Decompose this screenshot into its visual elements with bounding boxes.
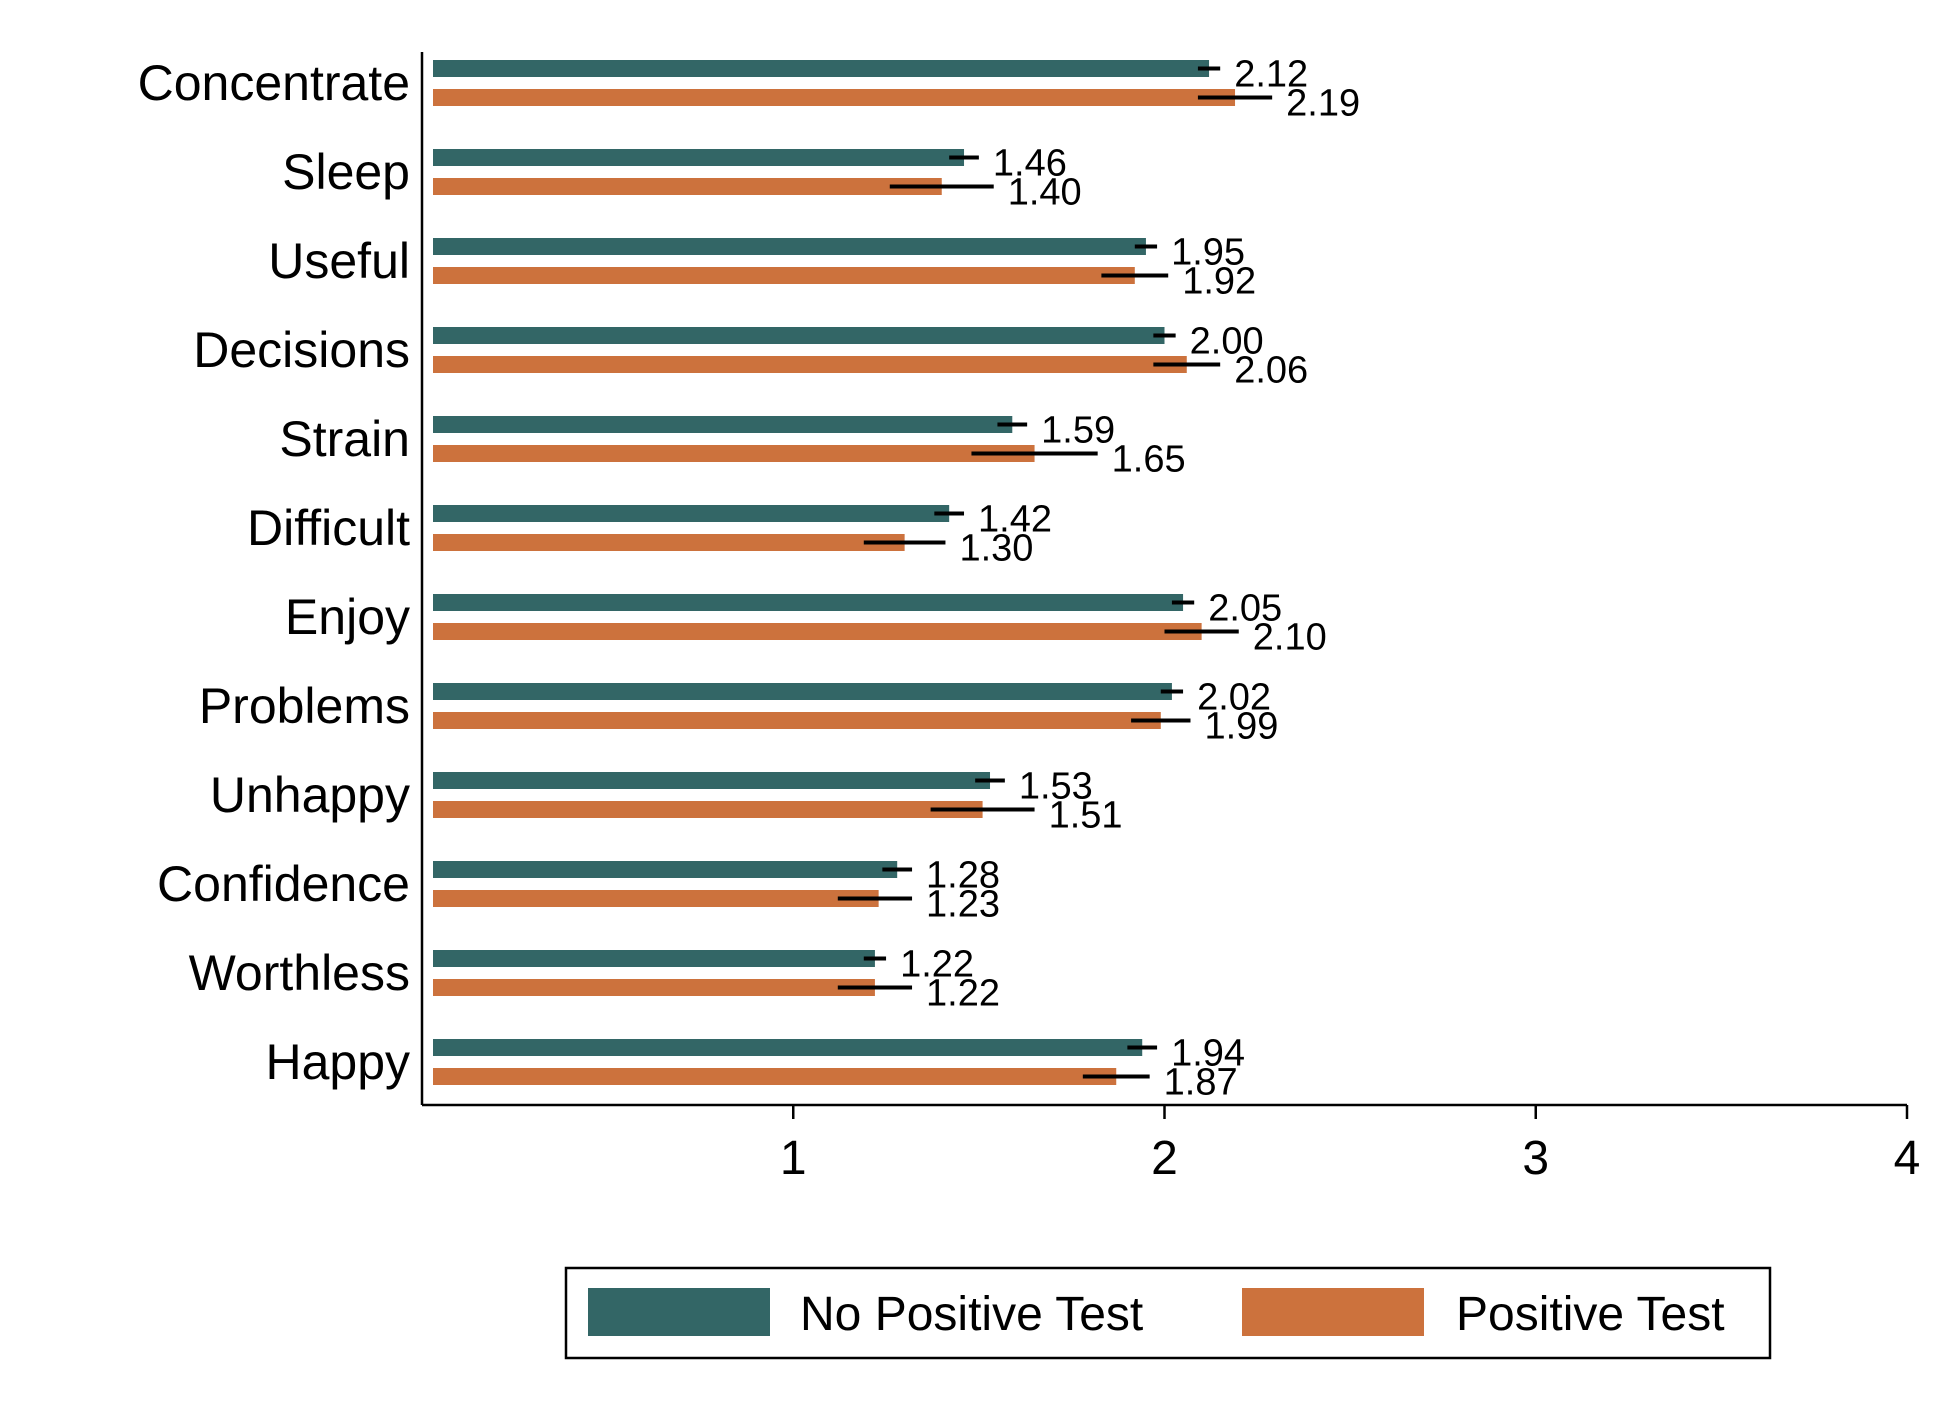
bar-concentrate-no-positive-test bbox=[433, 60, 1210, 77]
bar-unhappy-positive-test bbox=[433, 801, 983, 818]
bars-layer: 2.122.19 1.461.40 1.951.92 2.002.06 1.591.65… bbox=[433, 54, 1360, 1104]
legend-swatch-no-positive-test bbox=[588, 1288, 770, 1336]
bar-useful-positive-test bbox=[433, 267, 1135, 284]
category-label-unhappy: Unhappy bbox=[210, 767, 410, 823]
legend-label-positive-test: Positive Test bbox=[1456, 1288, 1725, 1341]
value-label-enjoy-positive-test: 2.10 bbox=[1253, 617, 1327, 659]
value-label-concentrate-no-positive-test: 2.12 bbox=[1234, 54, 1308, 96]
value-label-happy-no-positive-test: 1.94 bbox=[1171, 1033, 1245, 1075]
axes-layer: Concentrate Sleep Useful Decisions Strain Dif… bbox=[138, 52, 1921, 1185]
category-label-confidence: Confidence bbox=[157, 856, 410, 912]
category-label-sleep: Sleep bbox=[282, 144, 410, 200]
category-label-worthless: Worthless bbox=[189, 945, 410, 1001]
value-label-confidence-no-positive-test: 1.28 bbox=[926, 855, 1000, 897]
value-label-strain-positive-test: 1.65 bbox=[1112, 439, 1186, 481]
category-label-difficult: Difficult bbox=[247, 500, 410, 556]
bar-sleep-no-positive-test bbox=[433, 149, 965, 166]
bar-enjoy-no-positive-test bbox=[433, 594, 1184, 611]
bar-useful-no-positive-test bbox=[433, 238, 1146, 255]
value-label-decisions-positive-test: 2.06 bbox=[1234, 350, 1308, 392]
bar-worthless-no-positive-test bbox=[433, 950, 875, 967]
category-label-useful: Useful bbox=[268, 233, 410, 289]
value-label-worthless-positive-test: 1.22 bbox=[926, 973, 1000, 1015]
value-label-worthless-no-positive-test: 1.22 bbox=[900, 944, 974, 986]
bar-sleep-positive-test bbox=[433, 178, 942, 195]
category-label-happy: Happy bbox=[265, 1034, 410, 1090]
value-label-problems-no-positive-test: 2.02 bbox=[1197, 677, 1271, 719]
value-label-difficult-positive-test: 1.30 bbox=[959, 528, 1033, 570]
x-tick-label-4: 4 bbox=[1894, 1132, 1921, 1185]
bar-confidence-no-positive-test bbox=[433, 861, 898, 878]
bar-concentrate-positive-test bbox=[433, 89, 1236, 106]
category-label-enjoy: Enjoy bbox=[285, 589, 410, 645]
bar-problems-positive-test bbox=[433, 712, 1161, 729]
x-tick-label-1: 1 bbox=[780, 1132, 807, 1185]
bar-difficult-no-positive-test bbox=[433, 505, 950, 522]
value-label-happy-positive-test: 1.87 bbox=[1164, 1062, 1238, 1104]
value-label-sleep-positive-test: 1.40 bbox=[1008, 172, 1082, 214]
bar-strain-no-positive-test bbox=[433, 416, 1013, 433]
value-label-concentrate-positive-test: 2.19 bbox=[1286, 83, 1360, 125]
bar-confidence-positive-test bbox=[433, 890, 879, 907]
value-label-confidence-positive-test: 1.23 bbox=[926, 884, 1000, 926]
category-label-problems: Problems bbox=[199, 678, 410, 734]
category-label-strain: Strain bbox=[279, 411, 410, 467]
value-label-useful-positive-test: 1.92 bbox=[1182, 261, 1256, 303]
legend-label-no-positive-test: No Positive Test bbox=[800, 1288, 1143, 1341]
value-label-sleep-no-positive-test: 1.46 bbox=[993, 143, 1067, 185]
value-label-unhappy-positive-test: 1.51 bbox=[1049, 795, 1123, 837]
bar-enjoy-positive-test bbox=[433, 623, 1202, 640]
bar-strain-positive-test bbox=[433, 445, 1035, 462]
bar-difficult-positive-test bbox=[433, 534, 905, 551]
x-tick-label-3: 3 bbox=[1522, 1132, 1549, 1185]
value-label-unhappy-no-positive-test: 1.53 bbox=[1019, 766, 1093, 808]
bar-problems-no-positive-test bbox=[433, 683, 1172, 700]
bar-unhappy-no-positive-test bbox=[433, 772, 991, 789]
value-label-enjoy-no-positive-test: 2.05 bbox=[1208, 588, 1282, 630]
value-label-useful-no-positive-test: 1.95 bbox=[1171, 232, 1245, 274]
value-label-decisions-no-positive-test: 2.00 bbox=[1190, 321, 1264, 363]
bar-decisions-no-positive-test bbox=[433, 327, 1165, 344]
bar-worthless-positive-test bbox=[433, 979, 875, 996]
legend-swatch-positive-test bbox=[1242, 1288, 1424, 1336]
value-label-difficult-no-positive-test: 1.42 bbox=[978, 499, 1052, 541]
x-tick-label-2: 2 bbox=[1151, 1132, 1178, 1185]
value-label-problems-positive-test: 1.99 bbox=[1204, 706, 1278, 748]
category-label-decisions: Decisions bbox=[193, 322, 410, 378]
bar-decisions-positive-test bbox=[433, 356, 1187, 373]
legend: No Positive Test Positive Test bbox=[564, 1266, 1772, 1360]
category-label-concentrate: Concentrate bbox=[138, 55, 410, 111]
bar-happy-positive-test bbox=[433, 1068, 1117, 1085]
bar-happy-no-positive-test bbox=[433, 1039, 1143, 1056]
value-label-strain-no-positive-test: 1.59 bbox=[1041, 410, 1115, 452]
